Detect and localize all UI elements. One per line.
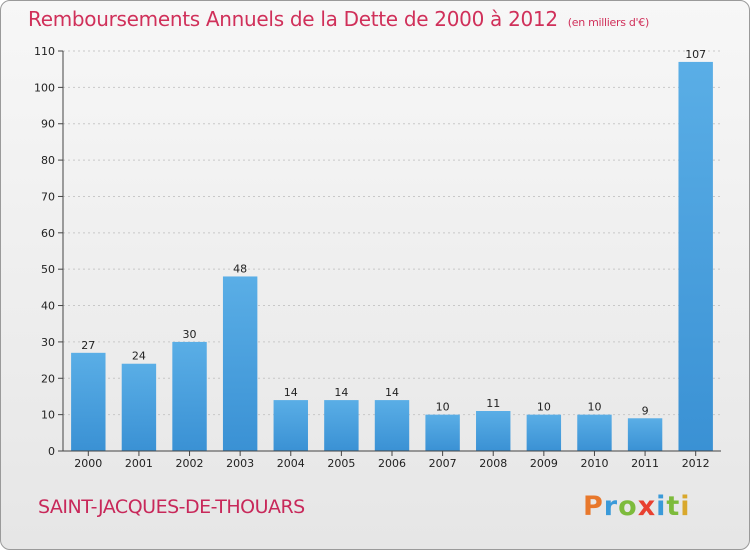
x-tick-label: 2000 [74, 457, 102, 470]
bar [273, 400, 308, 451]
bar [324, 400, 359, 451]
proxiti-logo: Proxiti [583, 491, 691, 522]
data-label: 11 [486, 397, 500, 410]
bar [627, 418, 663, 451]
bar [577, 414, 612, 451]
logo-letter: x [637, 491, 657, 522]
y-tick-label: 0 [48, 445, 55, 458]
y-tick-label: 110 [34, 45, 55, 58]
commune-name: SAINT-JACQUES-DE-THOUARS [38, 496, 305, 518]
data-label: 48 [233, 262, 247, 275]
x-tick-label: 2011 [631, 457, 659, 470]
y-tick-label: 40 [41, 300, 55, 313]
y-tick-label: 60 [41, 227, 55, 240]
data-label: 24 [132, 350, 146, 363]
x-tick-label: 2005 [327, 457, 355, 470]
logo-letter: P [583, 491, 604, 522]
x-tick-label: 2006 [378, 457, 406, 470]
y-tick-label: 90 [41, 118, 55, 131]
data-label: 30 [183, 328, 197, 341]
data-label: 27 [81, 339, 95, 352]
bar [121, 363, 157, 451]
bar [374, 400, 410, 451]
x-axis: 2000 2001 2002 2003 2004 2005 2006 2007 2008 2009… [63, 450, 721, 470]
data-label: 10 [537, 401, 551, 414]
data-label: 14 [334, 386, 348, 399]
y-tick-label: 30 [41, 336, 55, 349]
data-label: 107 [685, 48, 706, 61]
logo-letter: r [603, 491, 619, 522]
logo-letter: o [618, 491, 638, 522]
x-tick-label: 2007 [429, 457, 457, 470]
x-tick-label: 2003 [226, 457, 254, 470]
x-tick-label: 2012 [682, 457, 710, 470]
y-tick-label: 20 [41, 372, 55, 385]
y-axis: 0 10 20 30 40 50 60 70 80 90 100 110 [34, 45, 64, 458]
y-tick-label: 80 [41, 154, 55, 167]
data-label: 10 [587, 401, 601, 414]
bar [526, 414, 562, 451]
y-tick-label: 100 [34, 81, 55, 94]
bar [678, 61, 713, 452]
bar [172, 341, 207, 451]
bar [476, 411, 511, 451]
x-tick-label: 2010 [580, 457, 608, 470]
x-tick-label: 2004 [277, 457, 305, 470]
x-tick-label: 2002 [176, 457, 204, 470]
unit-label: (en milliers d'€) [567, 16, 649, 29]
x-tick-label: 2001 [125, 457, 153, 470]
x-tick-label: 2008 [479, 457, 507, 470]
data-label: 10 [436, 401, 450, 414]
logo-letter: i [656, 491, 667, 522]
bar [425, 414, 460, 451]
data-label: 14 [284, 386, 298, 399]
bar [71, 352, 106, 451]
logo-letter: t [666, 491, 681, 522]
chart-title: Remboursements Annuels de la Dette de 20… [28, 7, 649, 31]
y-tick-label: 70 [41, 190, 55, 203]
x-tick-label: 2009 [530, 457, 558, 470]
y-tick-label: 10 [41, 409, 55, 422]
logo-letter: i [680, 491, 691, 522]
bars: 27 24 30 48 14 14 14 10 11 10 10 9 107 [71, 48, 713, 452]
bar [222, 276, 258, 451]
title-text: Remboursements Annuels de la Dette de 20… [28, 7, 558, 31]
data-label: 9 [642, 404, 649, 417]
data-label: 14 [385, 386, 399, 399]
y-tick-label: 50 [41, 263, 55, 276]
